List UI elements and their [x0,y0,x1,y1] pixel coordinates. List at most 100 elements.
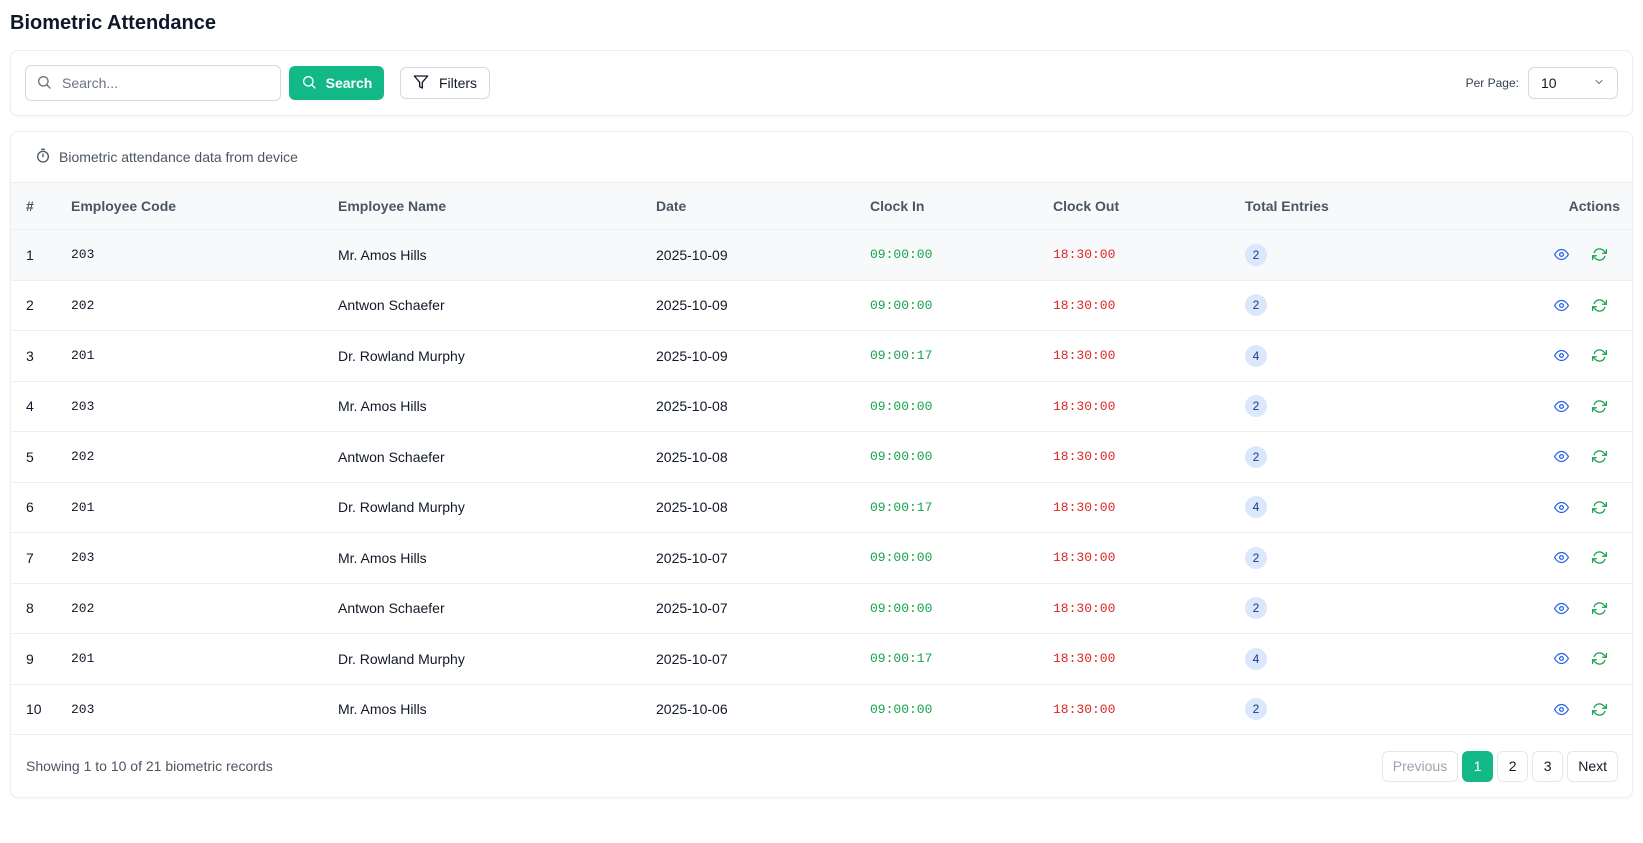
page-3-button[interactable]: 3 [1532,750,1564,782]
row-actions [1455,634,1632,685]
table-row: 4 203 Mr. Amos Hills 2025-10-08 09:00:00 18:3… [11,381,1632,432]
attendance-card: Biometric attendance data from device # … [10,131,1633,798]
employee-code: 202 [71,449,95,465]
employee-name: Antwon Schaefer [338,448,445,465]
eye-icon[interactable] [1550,547,1572,569]
total-entries-cell: 4 [1245,482,1455,533]
chevron-down-icon [1593,75,1605,91]
table-row: 9 201 Dr. Rowland Murphy 2025-10-07 09:00:17… [11,634,1632,685]
search-button[interactable]: Search [289,66,384,100]
eye-icon[interactable] [1550,698,1572,720]
next-page-button[interactable]: Next [1567,750,1618,782]
clock-out-time: 18:30:00 [1053,550,1116,566]
total-entries-cell: 4 [1245,634,1455,685]
search-input[interactable] [62,75,262,91]
refresh-icon[interactable] [1588,294,1610,316]
attendance-date: 2025-10-07 [656,600,728,617]
filters-button[interactable]: Filters [400,67,490,99]
employee-name: Mr. Amos Hills [338,398,427,415]
employee-name: Antwon Schaefer [338,600,445,617]
employee-name: Mr. Amos Hills [338,701,427,718]
page-1-button[interactable]: 1 [1462,750,1494,782]
per-page-select[interactable]: 10 [1528,67,1618,99]
employee-name: Dr. Rowland Murphy [338,650,465,667]
filters-button-label: Filters [438,75,478,91]
clock-out-time: 18:30:00 [1053,348,1116,364]
refresh-icon[interactable] [1588,395,1610,417]
refresh-icon[interactable] [1588,345,1610,367]
row-index: 4 [26,398,34,415]
search-icon [301,74,317,93]
timer-icon [35,148,51,167]
row-index: 7 [26,549,34,566]
attendance-table: # Employee Code Employee Name Date Clock… [11,182,1632,735]
info-line: Biometric attendance data from device [11,132,1632,182]
employee-name: Dr. Rowland Murphy [338,347,465,364]
row-actions [1455,583,1632,634]
row-actions [1455,381,1632,432]
page-2-button[interactable]: 2 [1497,750,1529,782]
total-entries-badge: 2 [1245,294,1267,317]
row-actions [1455,280,1632,331]
clock-in-time: 09:00:00 [870,247,933,263]
clock-in-time: 09:00:17 [870,348,933,364]
total-entries-badge: 4 [1245,344,1267,367]
total-entries-badge: 2 [1245,546,1267,569]
eye-icon[interactable] [1550,597,1572,619]
eye-icon[interactable] [1550,496,1572,518]
clock-in-time: 09:00:17 [870,651,933,667]
refresh-icon[interactable] [1588,648,1610,670]
total-entries-cell: 2 [1245,230,1455,281]
eye-icon[interactable] [1550,294,1572,316]
row-index: 1 [26,246,34,263]
previous-page-button[interactable]: Previous [1381,750,1459,782]
clock-in-time: 09:00:00 [870,600,933,616]
eye-icon[interactable] [1550,345,1572,367]
clock-out-time: 18:30:00 [1053,297,1116,313]
total-entries-badge: 2 [1245,698,1267,721]
attendance-date: 2025-10-07 [656,650,728,667]
eye-icon[interactable] [1550,648,1572,670]
attendance-date: 2025-10-09 [656,347,728,364]
row-actions [1455,230,1632,281]
attendance-date: 2025-10-09 [656,297,728,314]
total-entries-badge: 2 [1245,395,1267,418]
column-header-employee-name: Employee Name [338,182,656,230]
attendance-date: 2025-10-08 [656,398,728,415]
total-entries-cell: 2 [1245,432,1455,483]
showing-text: Showing 1 to 10 of 21 biometric records [26,758,273,774]
total-entries-badge: 4 [1245,647,1267,670]
clock-in-time: 09:00:00 [870,297,933,313]
refresh-icon[interactable] [1588,547,1610,569]
table-row: 10 203 Mr. Amos Hills 2025-10-06 09:00:00 18:… [11,684,1632,735]
pagination: Previous 1 2 3 Next [1381,750,1618,782]
refresh-icon[interactable] [1588,496,1610,518]
employee-code: 203 [71,247,95,263]
clock-in-time: 09:00:00 [870,550,933,566]
column-header-clock-in: Clock In [870,182,1053,230]
column-header-actions: Actions [1455,182,1632,230]
refresh-icon[interactable] [1588,597,1610,619]
total-entries-cell: 2 [1245,583,1455,634]
attendance-date: 2025-10-07 [656,549,728,566]
search-box[interactable] [25,65,281,101]
eye-icon[interactable] [1550,446,1572,468]
row-index: 5 [26,448,34,465]
eye-icon[interactable] [1550,244,1572,266]
employee-code: 203 [71,701,95,717]
clock-out-time: 18:30:00 [1053,398,1116,414]
table-row: 2 202 Antwon Schaefer 2025-10-09 09:00:00 18:… [11,280,1632,331]
column-header-employee-code: Employee Code [71,182,338,230]
refresh-icon[interactable] [1588,244,1610,266]
eye-icon[interactable] [1550,395,1572,417]
refresh-icon[interactable] [1588,446,1610,468]
row-index: 2 [26,297,34,314]
clock-out-time: 18:30:00 [1053,499,1116,515]
row-actions [1455,331,1632,382]
refresh-icon[interactable] [1588,698,1610,720]
row-actions [1455,684,1632,735]
table-row: 5 202 Antwon Schaefer 2025-10-08 09:00:00 18:… [11,432,1632,483]
total-entries-cell: 4 [1245,331,1455,382]
employee-code: 201 [71,348,95,364]
employee-code: 203 [71,398,95,414]
